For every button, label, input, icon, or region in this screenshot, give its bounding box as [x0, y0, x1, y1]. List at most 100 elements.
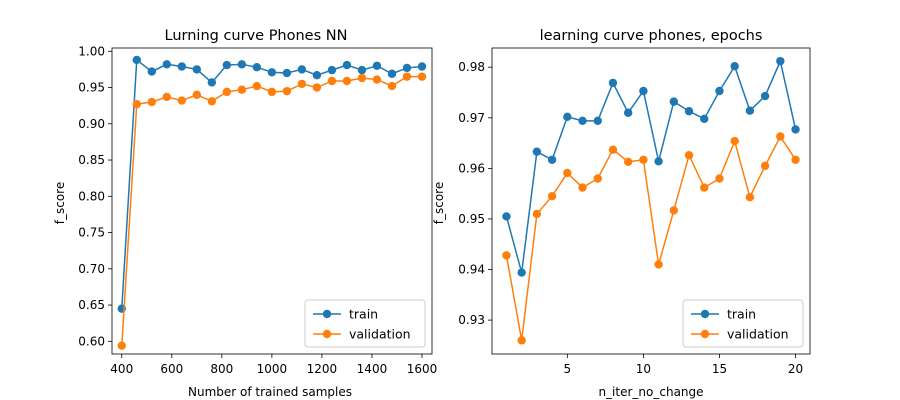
legend-label-train: train — [349, 307, 378, 322]
data-point-train — [147, 67, 156, 76]
y-tick-label: 0.95 — [458, 212, 485, 226]
chart-learning-curve-samples: Lurning curve Phones NN Number of traine… — [53, 28, 437, 399]
data-point-validation — [578, 183, 587, 192]
data-point-validation — [312, 83, 322, 92]
data-point-validation — [222, 87, 232, 97]
data-point-validation — [684, 151, 694, 160]
data-point-train — [578, 116, 587, 126]
x-axis-label: n_iter_no_change — [598, 385, 703, 399]
x-tick-label: 20 — [788, 362, 803, 376]
data-point-validation — [654, 260, 663, 269]
data-point-validation — [192, 90, 202, 99]
y-axis-label: f_score — [432, 182, 446, 224]
data-point-train — [715, 86, 724, 96]
data-point-validation — [502, 251, 511, 260]
y-tick-label: 0.60 — [78, 334, 105, 348]
data-point-train — [417, 62, 427, 71]
y-tick-label: 0.65 — [78, 298, 105, 312]
data-point-validation — [387, 81, 397, 91]
data-point-validation — [117, 341, 126, 350]
y-tick-label: 0.96 — [458, 161, 485, 175]
data-point-train — [177, 62, 187, 71]
y-tick-label: 0.94 — [458, 263, 485, 277]
legend: train validation — [304, 299, 426, 348]
x-tick-label: 5 — [563, 362, 571, 376]
data-point-train — [237, 60, 247, 69]
legend-marker-train — [700, 309, 710, 319]
data-point-validation — [760, 161, 770, 171]
data-point-validation — [327, 76, 337, 86]
data-point-validation — [517, 336, 526, 345]
y-tick-label: 0.93 — [458, 313, 485, 327]
data-point-train — [730, 62, 739, 71]
data-point-train — [791, 125, 800, 134]
data-point-train — [282, 68, 292, 78]
data-point-validation — [147, 97, 156, 107]
chart-title: Lurning curve Phones NN — [165, 28, 348, 44]
data-point-train — [342, 60, 352, 70]
series-line-train — [505, 58, 797, 273]
y-tick-label: 0.70 — [78, 262, 105, 276]
data-point-train — [312, 70, 322, 80]
y-tick-label: 0.98 — [458, 60, 485, 74]
y-axis-label: f_score — [53, 182, 67, 224]
data-point-train — [162, 60, 171, 69]
y-tick-label: 0.80 — [78, 189, 105, 203]
x-axis-label: Number of trained samples — [188, 385, 352, 399]
y-tick-label: 0.85 — [78, 153, 105, 167]
data-point-validation — [700, 183, 709, 192]
data-point-train — [502, 212, 511, 221]
x-tick-label: 15 — [712, 362, 727, 376]
data-point-validation — [357, 73, 367, 83]
data-point-train — [760, 91, 770, 101]
data-point-validation — [417, 72, 427, 81]
data-point-validation — [162, 92, 171, 102]
data-point-validation — [252, 81, 262, 91]
x-tick-label: 1200 — [307, 362, 338, 376]
data-point-validation — [715, 174, 724, 183]
x-tick-label: 1400 — [357, 362, 388, 376]
data-point-train — [372, 61, 382, 70]
legend-marker-validation — [700, 329, 710, 339]
data-point-train — [745, 106, 755, 115]
x-tick-label: 800 — [210, 362, 233, 376]
data-point-validation — [776, 132, 785, 141]
data-point-validation — [267, 87, 277, 97]
chart-title: learning curve phones, epochs — [540, 28, 763, 44]
data-point-train — [776, 56, 785, 66]
data-point-validation — [547, 191, 557, 201]
data-point-validation — [639, 155, 648, 164]
legend-box — [304, 299, 426, 348]
data-point-validation — [791, 155, 800, 164]
x-tick-label: 10 — [636, 362, 651, 376]
data-point-train — [623, 108, 633, 117]
y-tick-label: 0.97 — [458, 111, 485, 125]
data-point-train — [532, 147, 542, 156]
data-point-validation — [532, 209, 542, 219]
data-point-train — [700, 114, 709, 124]
data-point-train — [669, 97, 679, 106]
data-point-train — [387, 69, 397, 78]
data-point-train — [608, 78, 618, 88]
x-tick-label: 400 — [110, 362, 133, 376]
plot-frame — [491, 47, 811, 355]
data-point-train — [517, 268, 526, 277]
data-point-validation — [177, 96, 187, 105]
x-tick-label: 1000 — [257, 362, 288, 376]
chart-learning-curve-epochs: learning curve phones, epochs n_iter_no_… — [432, 28, 811, 399]
legend-marker-validation — [322, 329, 332, 339]
data-point-train — [267, 68, 277, 77]
y-tick-label: 0.75 — [78, 226, 105, 240]
legend-label-train: train — [727, 307, 756, 322]
data-point-validation — [372, 75, 382, 84]
data-point-train — [252, 63, 262, 72]
data-point-validation — [297, 79, 307, 89]
data-point-train — [327, 65, 337, 75]
data-point-train — [357, 65, 367, 75]
legend: train validation — [682, 299, 804, 348]
data-point-validation — [745, 193, 755, 202]
data-point-train — [402, 63, 412, 73]
legend-label-validation: validation — [727, 327, 789, 342]
data-point-validation — [593, 174, 602, 183]
